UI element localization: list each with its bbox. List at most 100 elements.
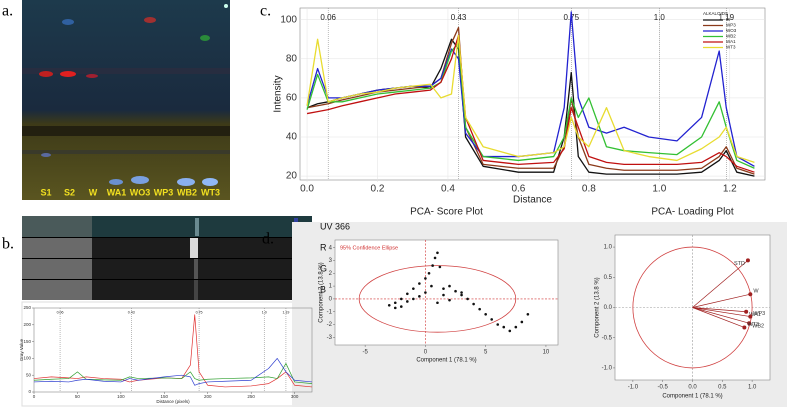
- x-tick-label: 250: [247, 394, 255, 399]
- point: [424, 277, 427, 280]
- point: [520, 320, 524, 324]
- line-series: [33, 358, 313, 386]
- point: [433, 256, 437, 260]
- y-tick-label: 80: [286, 53, 298, 64]
- x-tick-label: 0.0: [300, 184, 314, 195]
- chart-title: PCA- Loading Plot: [651, 207, 733, 218]
- x-tick-label: 300: [291, 394, 299, 399]
- y-tick-label: -1.0: [602, 365, 613, 371]
- y-tick-label: 250: [23, 305, 31, 310]
- line-series: [306, 34, 755, 173]
- panel-label: a.: [2, 3, 13, 20]
- x-tick-label: 0.5: [718, 385, 727, 391]
- lane-label: WB2: [177, 187, 197, 197]
- point: [508, 329, 512, 333]
- plot-background: [335, 240, 558, 345]
- panel-label: d.: [262, 231, 274, 248]
- annotation: 1.19: [718, 13, 734, 22]
- y-tick-label: -1: [327, 309, 333, 315]
- point: [436, 301, 439, 305]
- point: [399, 305, 403, 308]
- line-series: [306, 42, 755, 169]
- lane-label: WP3: [154, 187, 174, 197]
- x-tick-label: 1.2: [723, 184, 737, 195]
- panel-label: c.: [260, 3, 271, 20]
- y-axis-label: Component 2 (13.8 %): [319, 262, 325, 322]
- plot-frame: [334, 239, 559, 346]
- channel-label: G: [320, 263, 327, 273]
- plot-frame: [33, 307, 313, 393]
- line-series: [33, 314, 313, 388]
- x-axis-label: Component 1 (78.1 %): [662, 394, 722, 400]
- lane-label: WT3: [201, 187, 220, 197]
- x-tick-label: -5: [362, 350, 368, 356]
- y-tick-label: 0.0: [604, 305, 613, 311]
- channel-label: R: [320, 242, 327, 252]
- plot-background: [21, 301, 317, 407]
- loading-vector: [692, 293, 751, 308]
- point: [418, 282, 421, 285]
- point: [442, 293, 445, 297]
- chart-title: PCA- Score Plot: [410, 207, 483, 218]
- point: [418, 295, 421, 298]
- y-tick-label: 2: [329, 271, 333, 277]
- legend-label: W: [726, 17, 731, 22]
- point: [744, 309, 749, 314]
- loading-vector: [692, 307, 750, 324]
- legend-label: WO3: [726, 28, 737, 33]
- point: [484, 312, 487, 316]
- lane-label: WA1: [107, 187, 127, 197]
- x-axis-label: Distance (pixels): [156, 399, 190, 404]
- point: [502, 325, 506, 329]
- confidence-ellipse: [358, 265, 517, 333]
- lane-label: W: [89, 187, 98, 197]
- x-tick-label: 0: [424, 350, 428, 356]
- annotation: 1.0: [262, 310, 267, 314]
- point: [496, 323, 500, 326]
- point: [514, 325, 518, 329]
- y-tick-label: 20: [286, 171, 298, 182]
- annotation: 0.43: [128, 310, 135, 314]
- y-tick-label: 4: [329, 245, 333, 251]
- channel-label: B: [320, 284, 326, 294]
- point-label: WP3: [753, 311, 765, 317]
- plot-frame: [299, 7, 766, 181]
- y-axis-label: Gray Value: [19, 338, 24, 361]
- point: [526, 312, 530, 316]
- x-tick-label: 200: [204, 394, 212, 399]
- point-label: WB2: [752, 324, 764, 330]
- point: [745, 258, 750, 263]
- point: [490, 318, 494, 321]
- legend-label: WA1: [726, 39, 736, 44]
- lane-label: WO3: [130, 187, 151, 197]
- legend-label: WB2: [726, 34, 736, 39]
- legend-title: ALKALOIDS: [703, 11, 728, 16]
- y-tick-label: 0: [329, 296, 333, 302]
- lane-label: S1: [40, 187, 51, 197]
- point: [406, 300, 409, 303]
- y-tick-label: 100: [280, 14, 297, 25]
- point: [460, 291, 463, 294]
- annotation: 1.19: [282, 310, 289, 314]
- y-tick-label: -2: [327, 322, 333, 328]
- point: [424, 291, 427, 294]
- point: [436, 251, 439, 255]
- point: [442, 287, 445, 290]
- x-tick-label: 0.4: [441, 184, 455, 195]
- x-tick-label: -0.5: [658, 385, 669, 391]
- x-tick-label: 150: [161, 394, 169, 399]
- point: [472, 302, 475, 306]
- loading-vector: [692, 260, 749, 308]
- x-tick-label: 0.8: [582, 184, 596, 195]
- x-tick-label: 1.0: [748, 385, 757, 391]
- x-tick-label: 50: [75, 394, 81, 399]
- point: [430, 284, 433, 288]
- y-tick-label: 150: [23, 339, 31, 344]
- line-series: [33, 363, 313, 384]
- x-tick-label: 0: [33, 394, 36, 399]
- point: [412, 287, 415, 290]
- x-tick-label: 5: [484, 350, 488, 356]
- panel-label: b.: [2, 236, 14, 253]
- annotation: 0.75: [196, 310, 203, 314]
